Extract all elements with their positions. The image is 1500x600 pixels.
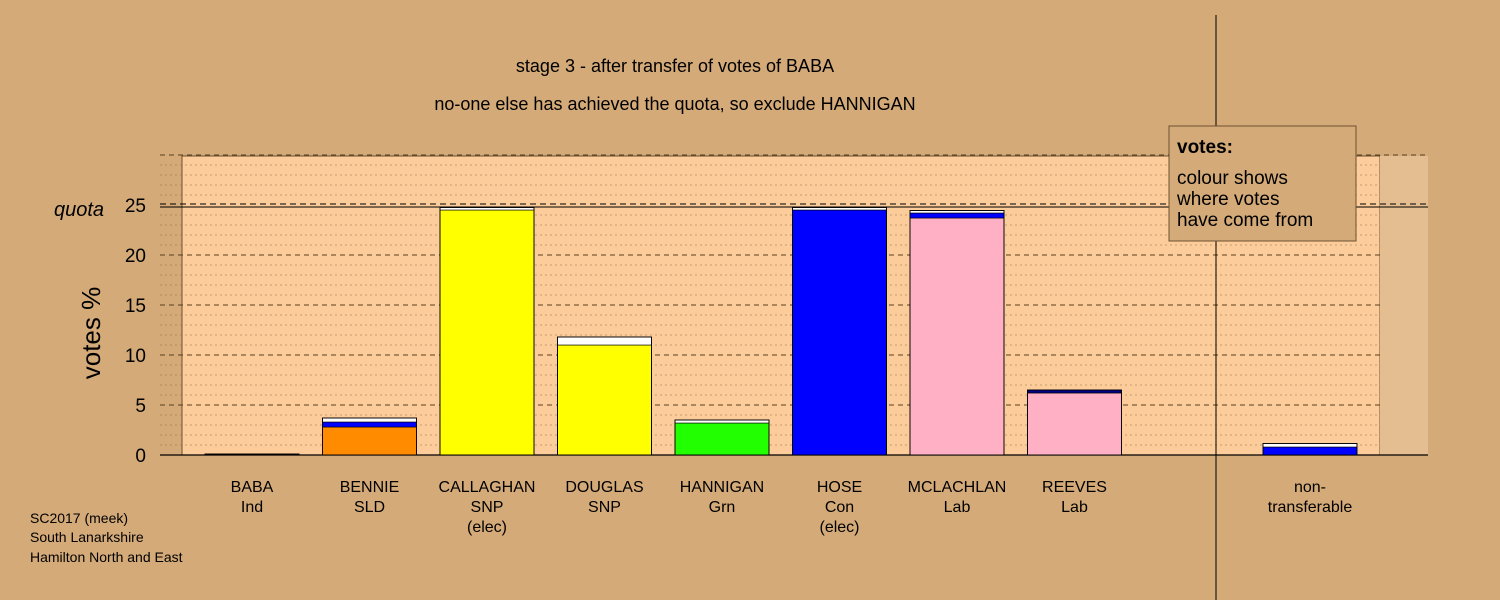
bar-segment (439, 209, 535, 456)
legend-line: where votes (1176, 189, 1279, 210)
legend-line: colour shows (1177, 168, 1288, 189)
candidate-name-label: REEVES (1042, 479, 1107, 496)
candidate-name-label: MCLACHLAN (908, 479, 1007, 496)
bar-outline (439, 207, 535, 456)
candidate-name-label: HANNIGAN (680, 479, 764, 496)
y-tick-label: 15 (125, 296, 146, 317)
candidate-party-label: SNP (471, 499, 504, 516)
bar-mclachlan (909, 210, 1005, 456)
candidate-name-label: BENNIE (340, 479, 400, 496)
bar-outline (674, 419, 770, 456)
bar-segment (1262, 446, 1358, 456)
candidate-party-label: SNP (588, 499, 621, 516)
quota-band-right (1380, 156, 1428, 455)
bar-segment (909, 217, 1005, 456)
footer-line: Hamilton North and East (30, 549, 183, 565)
bar-segment (322, 421, 417, 428)
bar-outline (557, 336, 652, 456)
candidate-status-label: (elec) (819, 519, 859, 536)
candidate-name-label: BABA (231, 479, 274, 496)
y-tick-label: 10 (125, 346, 146, 367)
bar-segment (674, 419, 770, 424)
bar-segment (909, 212, 1005, 219)
quota-label: quota (54, 199, 104, 221)
chart-subtitle: no-one else has achieved the quota, so e… (434, 94, 915, 114)
bar-hannigan (674, 419, 770, 456)
nontransferable-label: non- (1294, 479, 1326, 496)
candidate-party-label: SLD (354, 499, 385, 516)
bar-outline (1262, 443, 1358, 456)
bar-baba (204, 453, 300, 456)
footer-line: SC2017 (meek) (30, 510, 128, 526)
bar-segment (322, 417, 417, 423)
legend-line: have come from (1177, 210, 1313, 231)
candidate-name-label: DOUGLAS (565, 479, 643, 496)
bars (204, 207, 1358, 456)
footer-line: South Lanarkshire (30, 529, 144, 545)
candidate-party-label: Lab (1061, 499, 1088, 516)
y-tick-label: 20 (125, 246, 146, 267)
legend-title: votes: (1177, 137, 1233, 158)
bar-segment (557, 344, 652, 456)
bar-segment (674, 422, 770, 456)
y-tick-label: 0 (135, 446, 146, 467)
bar-outline (204, 453, 300, 456)
bar-hose (792, 207, 887, 456)
candidate-party-label: Grn (709, 499, 736, 516)
bar-segment (792, 209, 887, 456)
y-tick-label: 5 (135, 396, 146, 417)
bar-douglas (557, 336, 652, 456)
candidate-name-label: HOSE (817, 479, 862, 496)
chart-title: stage 3 - after transfer of votes of BAB… (516, 56, 834, 76)
x-axis-labels: BABA Ind BENNIE SLD CALLAGHAN SNP (elec) DOUGLA… (231, 479, 1353, 536)
bar-segment (1027, 392, 1122, 456)
legend-box (1168, 125, 1357, 242)
bar-outline (1027, 389, 1122, 456)
candidate-status-label: (elec) (467, 519, 507, 536)
bar-outline (909, 210, 1005, 456)
bar-nontransferable (1262, 443, 1358, 456)
candidate-name-label: CALLAGHAN (439, 479, 536, 496)
bar-reeves (1027, 389, 1122, 456)
candidate-party-label: Ind (241, 499, 263, 516)
y-axis-label: votes % (76, 287, 106, 380)
bar-segment (1262, 443, 1358, 448)
candidate-party-label: Con (825, 499, 854, 516)
right-band (1380, 156, 1428, 455)
candidate-party-label: Lab (944, 499, 971, 516)
bar-segment (557, 336, 652, 346)
bar-callaghan (439, 207, 535, 456)
bar-outline (792, 207, 887, 456)
legend: votes: colour shows where votes have com… (1168, 125, 1357, 242)
y-axis: 0 5 10 15 20 25 (125, 196, 146, 467)
bar-outline (322, 417, 417, 456)
bar-segment (322, 426, 417, 456)
bar-segment (1027, 389, 1122, 394)
bar-bennie (322, 417, 417, 456)
y-tick-label: 25 (125, 196, 146, 217)
nontransferable-label: transferable (1268, 499, 1353, 516)
